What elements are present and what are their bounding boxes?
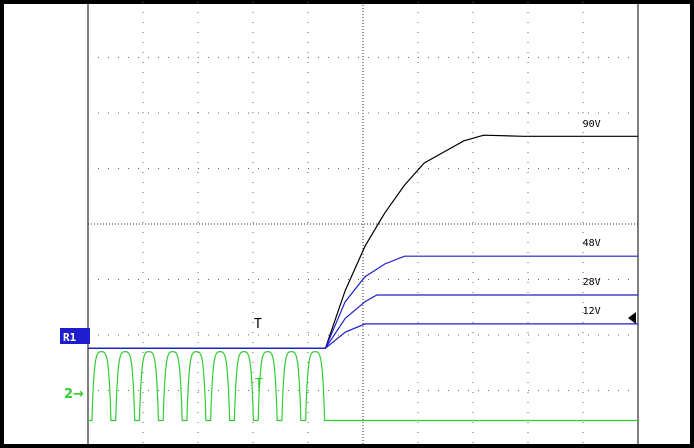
- series-label: 48V: [583, 238, 601, 249]
- trigger-level-arrow: [628, 312, 636, 324]
- channel1-marker: R1: [60, 328, 90, 344]
- series-label: 28V: [583, 277, 601, 288]
- series-line-90v: [88, 134, 638, 349]
- trigger-marker-2: T: [255, 377, 263, 392]
- grid: [88, 2, 638, 446]
- channel1-label: R1: [63, 331, 77, 344]
- series-label: 90V: [583, 119, 601, 130]
- traces: [88, 134, 638, 422]
- series-line-12v: [88, 323, 638, 349]
- channel2-marker: 2→: [64, 387, 84, 402]
- trace-labels: 90V 48V 28V 12V: [583, 119, 601, 317]
- series-label: 12V: [583, 306, 601, 317]
- pulse-trace: [88, 351, 638, 422]
- trigger-marker-1: T: [254, 317, 262, 332]
- series-line-28v: [88, 294, 638, 349]
